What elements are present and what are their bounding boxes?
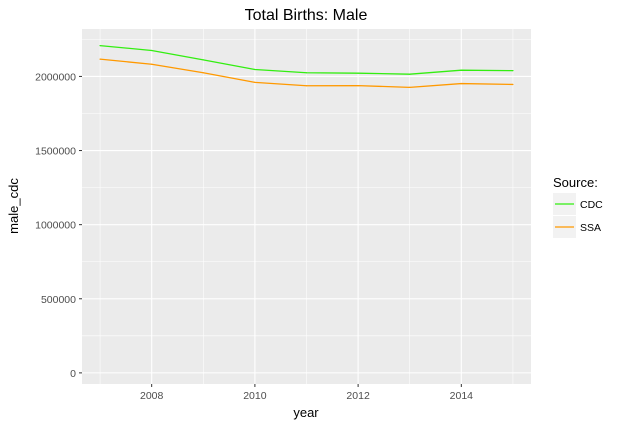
- grid-major: [82, 29, 531, 384]
- data-point-cdc: [254, 68, 256, 71]
- y-tick-label: 1000000: [35, 220, 76, 232]
- data-point-cdc: [99, 45, 101, 47]
- data-point-cdc: [202, 59, 204, 61]
- y-tick-label: 1500000: [35, 146, 76, 158]
- grid-minor: [82, 29, 531, 384]
- y-tick-label: 2000000: [35, 71, 76, 83]
- data-point-ssa: [202, 72, 204, 74]
- data-point-cdc: [409, 73, 411, 75]
- data-point-cdc: [357, 72, 359, 74]
- data-point-cdc: [151, 49, 153, 52]
- x-tick-label: 2012: [346, 390, 370, 402]
- x-tick-label: 2014: [450, 390, 474, 402]
- legend-items: CDC SSA: [553, 193, 603, 238]
- legend-title: Source:: [553, 175, 598, 190]
- y-axis-ticks: 0 500000 1000000 1500000 2000000: [35, 71, 82, 380]
- data-point-cdc: [460, 69, 462, 71]
- legend-label-cdc: CDC: [580, 199, 603, 211]
- data-point-ssa: [151, 63, 153, 65]
- legend: Source: CDC SSA: [553, 175, 603, 238]
- data-point-ssa: [512, 83, 514, 86]
- chart-title: Total Births: Male: [245, 7, 368, 24]
- data-point-ssa: [409, 86, 411, 89]
- series-lines: [99, 44, 514, 89]
- x-axis-ticks: 2008 2010 2012 2014: [140, 384, 473, 402]
- data-point-ssa: [460, 82, 462, 85]
- x-axis-title: year: [293, 405, 319, 420]
- data-point-ssa: [254, 81, 256, 83]
- x-tick-label: 2008: [140, 390, 164, 402]
- y-tick-label: 500000: [41, 294, 76, 306]
- y-axis-title: male_cdc: [6, 178, 21, 234]
- x-tick-label: 2010: [243, 390, 267, 402]
- legend-label-ssa: SSA: [580, 222, 601, 234]
- y-tick-label: 0: [70, 368, 76, 380]
- data-point-cdc: [305, 72, 308, 74]
- data-point-ssa: [357, 85, 359, 87]
- data-point-cdc: [512, 70, 514, 72]
- data-point-ssa: [99, 58, 101, 60]
- data-point-ssa: [305, 85, 308, 87]
